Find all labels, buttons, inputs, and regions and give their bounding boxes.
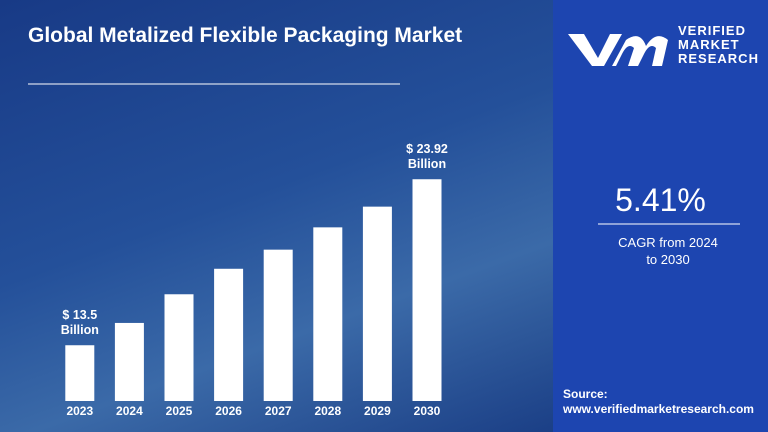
x-tick-label: 2028 — [314, 404, 341, 418]
x-tick-label: 2026 — [215, 404, 242, 418]
brand-line: RESEARCH — [678, 51, 759, 66]
bar — [263, 249, 293, 401]
x-tick-label: 2024 — [116, 404, 143, 418]
bar — [214, 268, 244, 401]
x-tick-label: 2025 — [166, 404, 193, 418]
x-tick-label: 2030 — [414, 404, 441, 418]
brand: VERIFIED MARKET RESEARCH — [678, 24, 759, 66]
bar — [313, 227, 343, 401]
x-tick-label: 2029 — [364, 404, 391, 418]
chart-title: Global Metalized Flexible Packaging Mark… — [28, 24, 463, 47]
bar — [412, 179, 442, 401]
bar — [164, 294, 194, 401]
bar — [362, 206, 392, 401]
logo-v — [568, 34, 622, 66]
cagr-value: 5.41% — [615, 182, 706, 218]
bar — [114, 322, 144, 401]
logo-m — [612, 36, 668, 66]
side-panel — [553, 0, 768, 432]
source-url: www.verifiedmarketresearch.com — [563, 402, 754, 416]
brand-line: MARKET — [678, 37, 740, 52]
brand-line: VERIFIED — [678, 23, 746, 38]
bar — [65, 345, 95, 401]
x-tick-label: 2027 — [265, 404, 292, 418]
x-tick-label: 2023 — [66, 404, 93, 418]
value-label: $ 13.5 Billion — [60, 308, 99, 338]
value-label: $ 23.92 Billion — [406, 142, 448, 172]
source-label: Source: — [563, 387, 608, 401]
cagr-label: CAGR from 2024 to 2030 — [618, 235, 718, 267]
